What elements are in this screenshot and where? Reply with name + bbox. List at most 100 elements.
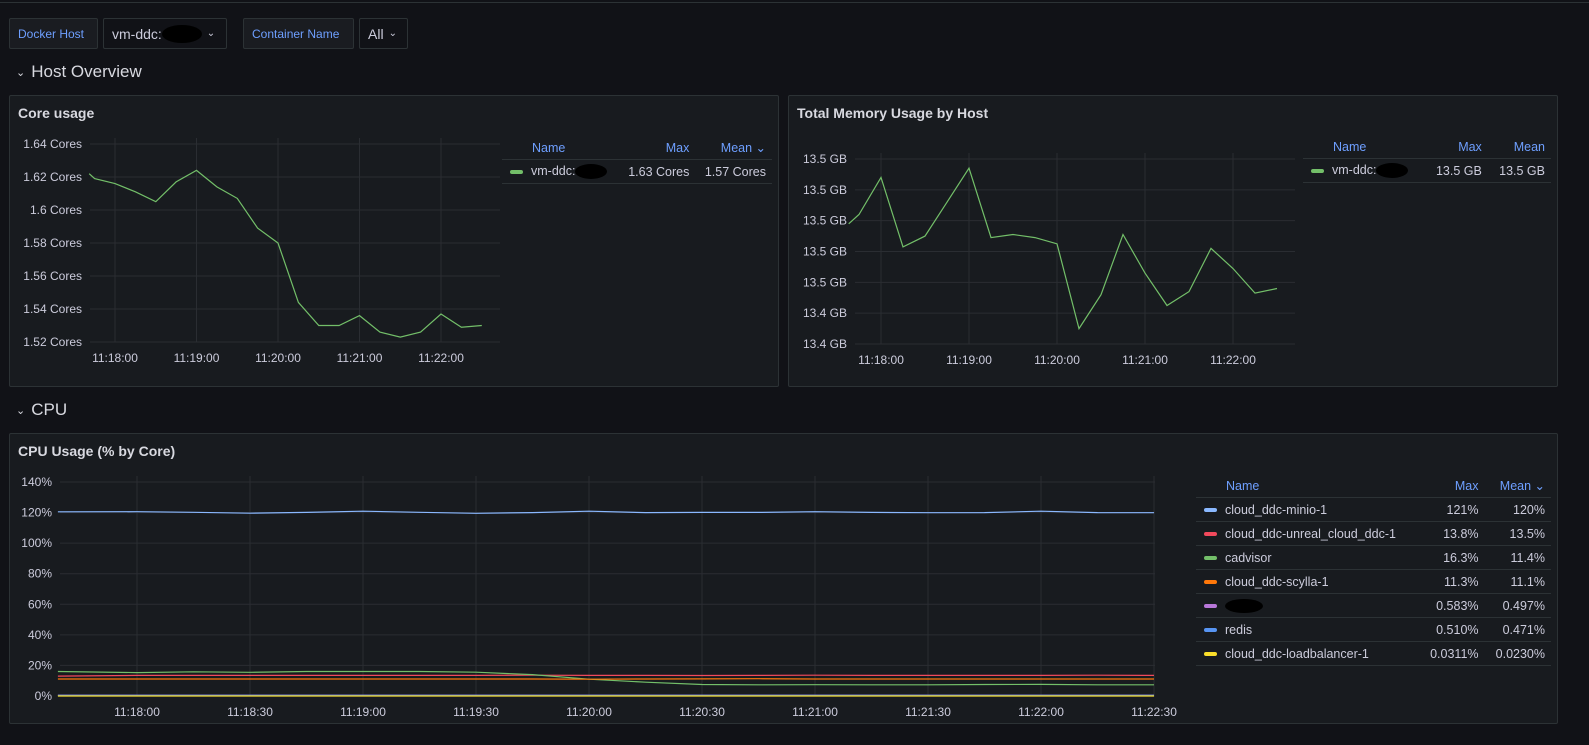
legend-header-name[interactable]: Name (1303, 136, 1425, 159)
legend-header-mean[interactable]: Mean ⌄ (695, 136, 772, 160)
chevron-down-icon: ⌄ (388, 28, 397, 39)
core-usage-legend: Name Max Mean ⌄ vm-ddc: 1.63 Cores 1.57 Core… (502, 136, 772, 185)
row-host-overview[interactable]: ⌄ Host Overview (16, 62, 142, 82)
docker-host-value: vm-ddc: (112, 25, 162, 42)
series-name: cloud_ddc-loadbalancer-1 (1225, 646, 1369, 661)
series-max: 0.0311% (1419, 641, 1485, 666)
series-mean: 1.57 Cores (695, 159, 772, 185)
x-tick-label: 11:21:00 (337, 351, 383, 365)
legend-row[interactable]: 0.583% 0.497% (1196, 593, 1551, 618)
series-line-cadvisor (57, 670, 1154, 686)
legend-header-mean[interactable]: Mean (1487, 136, 1551, 159)
panel-title[interactable]: CPU Usage (% by Core) (18, 443, 176, 459)
y-tick-label: 0% (35, 689, 53, 703)
y-tick-label: 80% (28, 567, 52, 581)
legend-row[interactable]: cadvisor 16.3% 11.4% (1196, 545, 1551, 570)
panel-title[interactable]: Total Memory Usage by Host (797, 105, 989, 121)
y-tick-label: 1.62 Cores (23, 170, 82, 184)
cpu-usage-chart: 140% 120% 100% 80% 60% 40% 20% 0% 11:18:00 11:18:… (21, 475, 1177, 719)
series-mean: 0.471% (1484, 617, 1551, 642)
x-tick-label: 11:20:00 (566, 705, 612, 719)
legend-row[interactable]: cloud_ddc-minio-1 121% 120% (1196, 497, 1551, 522)
series-mean: 13.5% (1484, 521, 1551, 546)
series-line-vm-ddc- (848, 166, 1278, 331)
series-mean: 13.5 GB (1487, 158, 1551, 184)
panel-title[interactable]: Core usage (18, 105, 95, 121)
series-line-cloud-ddc-unreal-cloud-ddc-1 (57, 674, 1155, 677)
legend-row[interactable]: vm-ddc: 1.63 Cores 1.57 Cores (502, 159, 772, 185)
y-tick-label: 1.56 Cores (23, 269, 82, 283)
series-max: 13.8% (1419, 521, 1485, 546)
y-tick-label: 13.5 GB (803, 275, 847, 289)
legend-header-name[interactable]: Name (1196, 474, 1420, 498)
series-max: 0.510% (1419, 617, 1485, 642)
series-swatch (1311, 168, 1324, 173)
legend-row[interactable]: cloud_ddc-loadbalancer-1 0.0311% 0.0230% (1196, 641, 1551, 666)
y-tick-label: 140% (21, 475, 52, 489)
legend-header-max[interactable]: Max (1424, 136, 1488, 159)
y-tick-label: 1.58 Cores (23, 236, 82, 250)
cpu-usage-panel: CPU Usage (% by Core) 140% 120% 100% 80% 60%… (9, 433, 1558, 724)
y-tick-label: 13.4 GB (803, 306, 847, 320)
x-tick-label: 11:22:00 (1018, 705, 1064, 719)
core-usage-panel: Core usage 1.64 Cores 1.62 Cores 1.6 Cores… (9, 95, 779, 387)
x-tick-label: 11:22:30 (1131, 705, 1177, 719)
series-swatch (1204, 580, 1217, 585)
series-swatch (1204, 508, 1217, 513)
series-name: vm-ddc: (531, 164, 576, 178)
redacted-blob (575, 164, 608, 180)
y-tick-label: 20% (28, 658, 52, 672)
x-tick-label: 11:21:00 (792, 705, 838, 719)
x-tick-label: 11:21:00 (1122, 353, 1168, 367)
y-tick-label: 13.5 GB (803, 183, 847, 197)
container-name-select[interactable]: All ⌄ (359, 18, 408, 49)
series-line-cloud-ddc-scylla-1 (57, 678, 1154, 680)
y-tick-label: 1.52 Cores (23, 335, 82, 349)
memory-usage-legend: Name Max Mean vm-ddc: 13.5 GB 13.5 GB (1303, 136, 1551, 184)
x-tick-label: 11:22:00 (1210, 353, 1256, 367)
x-tick-label: 11:19:00 (340, 705, 386, 719)
container-name-value: All (368, 25, 384, 42)
series-name: vm-ddc: (1332, 163, 1377, 177)
legend-row[interactable]: cloud_ddc-unreal_cloud_ddc-1 13.8% 13.5% (1196, 521, 1551, 546)
chevron-down-icon: ⌄ (206, 28, 216, 39)
legend-header-max[interactable]: Max (618, 136, 696, 160)
y-tick-label: 13.5 GB (803, 245, 847, 259)
y-tick-label: 1.64 Cores (23, 137, 82, 151)
series-name: redis (1225, 622, 1253, 637)
x-tick-label: 11:18:30 (227, 705, 273, 719)
series-swatch (510, 169, 523, 174)
x-tick-label: 11:19:30 (453, 705, 499, 719)
legend-row[interactable]: cloud_ddc-scylla-1 11.3% 11.1% (1196, 569, 1551, 594)
legend-row[interactable]: redis 0.510% 0.471% (1196, 617, 1551, 642)
legend-header-mean[interactable]: Mean ⌄ (1484, 474, 1551, 498)
core-usage-chart: 1.64 Cores 1.62 Cores 1.6 Cores 1.58 Cores 1… (23, 137, 500, 365)
row-cpu[interactable]: ⌄ CPU (16, 400, 67, 420)
series-name: cloud_ddc-scylla-1 (1225, 574, 1329, 589)
y-tick-label: 13.4 GB (803, 337, 847, 351)
series-swatch (1204, 603, 1217, 608)
redacted-blob (161, 24, 202, 43)
series-swatch (1204, 556, 1217, 561)
cpu-usage-legend: Name Max Mean ⌄ cloud_ddc-minio-1 121% 120% c… (1196, 474, 1551, 666)
series-line-vm-ddc- (88, 169, 482, 338)
docker-host-select[interactable]: vm-ddc: ⌄ (103, 18, 227, 49)
legend-header-name[interactable]: Name (502, 136, 619, 160)
series-mean: 11.4% (1484, 545, 1551, 570)
legend-row[interactable]: vm-ddc: 13.5 GB 13.5 GB (1303, 158, 1551, 184)
y-tick-label: 60% (28, 597, 52, 611)
y-tick-label: 13.5 GB (803, 214, 847, 228)
series-max: 13.5 GB (1424, 158, 1488, 184)
x-tick-label: 11:19:00 (174, 351, 220, 365)
top-divider (0, 2, 1589, 3)
row-title: CPU (31, 400, 68, 419)
y-tick-label: 100% (21, 536, 52, 550)
series-name: cadvisor (1225, 550, 1272, 565)
chevron-down-icon: ⌄ (16, 66, 26, 79)
series-max: 1.63 Cores (618, 159, 696, 185)
docker-host-label-text: Docker Host (18, 26, 85, 41)
redacted-blob (1225, 598, 1263, 613)
x-tick-label: 11:20:00 (1034, 353, 1080, 367)
legend-header-max[interactable]: Max (1419, 474, 1485, 498)
y-tick-label: 1.54 Cores (23, 302, 82, 316)
